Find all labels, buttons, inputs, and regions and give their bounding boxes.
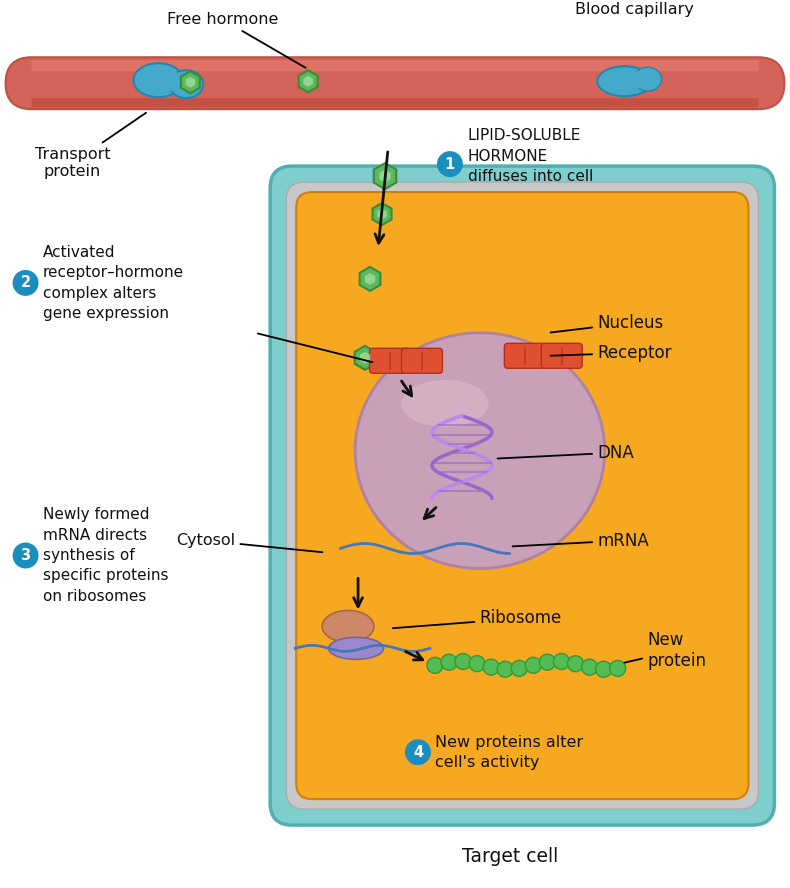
Text: DNA: DNA — [498, 444, 634, 462]
Circle shape — [13, 270, 39, 296]
Circle shape — [511, 661, 527, 677]
Text: Receptor: Receptor — [551, 344, 672, 361]
Ellipse shape — [401, 380, 488, 427]
FancyBboxPatch shape — [32, 99, 758, 107]
Ellipse shape — [597, 67, 652, 96]
Polygon shape — [379, 170, 390, 183]
Circle shape — [581, 659, 597, 675]
Ellipse shape — [634, 67, 661, 91]
Ellipse shape — [626, 71, 645, 89]
Circle shape — [525, 657, 541, 673]
Text: 3: 3 — [21, 548, 31, 563]
Text: 4: 4 — [413, 745, 423, 760]
Circle shape — [469, 655, 485, 671]
Polygon shape — [378, 209, 387, 219]
Circle shape — [483, 659, 499, 675]
Polygon shape — [303, 75, 313, 87]
Polygon shape — [365, 273, 375, 285]
Text: mRNA: mRNA — [513, 532, 649, 550]
FancyBboxPatch shape — [541, 344, 582, 369]
Circle shape — [455, 654, 471, 670]
FancyBboxPatch shape — [6, 57, 784, 109]
Circle shape — [405, 739, 431, 765]
Circle shape — [554, 654, 570, 670]
Circle shape — [13, 543, 39, 568]
Polygon shape — [355, 345, 375, 369]
Text: Free hormone: Free hormone — [167, 12, 306, 67]
Circle shape — [596, 662, 611, 678]
Ellipse shape — [355, 333, 604, 568]
FancyBboxPatch shape — [401, 348, 442, 373]
Ellipse shape — [322, 610, 374, 642]
Text: Transport
protein: Transport protein — [35, 113, 146, 179]
FancyBboxPatch shape — [370, 348, 411, 373]
Text: Activated
receptor–hormone
complex alters
gene expression: Activated receptor–hormone complex alter… — [43, 245, 183, 321]
FancyBboxPatch shape — [504, 344, 545, 369]
Text: Target cell: Target cell — [461, 846, 558, 866]
Text: LIPID-SOLUBLE
HORMONE
diffuses into cell: LIPID-SOLUBLE HORMONE diffuses into cell — [468, 128, 593, 184]
Circle shape — [441, 654, 457, 670]
Text: New proteins alter
cell's activity: New proteins alter cell's activity — [435, 734, 583, 770]
FancyBboxPatch shape — [270, 166, 774, 825]
Polygon shape — [359, 267, 381, 291]
Ellipse shape — [169, 70, 203, 99]
Circle shape — [610, 661, 626, 677]
Polygon shape — [181, 71, 200, 93]
Text: Newly formed
mRNA directs
synthesis of
specific proteins
on ribosomes: Newly formed mRNA directs synthesis of s… — [43, 507, 168, 604]
Text: Cytosol: Cytosol — [175, 533, 322, 552]
Ellipse shape — [134, 63, 183, 97]
Polygon shape — [360, 352, 371, 364]
Text: New
protein: New protein — [624, 631, 706, 670]
Circle shape — [427, 657, 443, 673]
Text: Ribosome: Ribosome — [393, 609, 562, 628]
Circle shape — [567, 655, 584, 671]
FancyBboxPatch shape — [286, 182, 758, 809]
Text: Blood capillary: Blood capillary — [575, 2, 694, 17]
Text: Nucleus: Nucleus — [551, 313, 664, 332]
Polygon shape — [374, 163, 397, 189]
FancyBboxPatch shape — [296, 192, 748, 799]
Text: 1: 1 — [445, 156, 455, 171]
Ellipse shape — [161, 71, 183, 91]
Polygon shape — [373, 203, 392, 225]
Polygon shape — [186, 76, 195, 88]
Circle shape — [540, 654, 555, 670]
Ellipse shape — [329, 638, 383, 660]
FancyBboxPatch shape — [32, 60, 758, 71]
Polygon shape — [299, 70, 318, 92]
Circle shape — [497, 662, 514, 678]
Text: 2: 2 — [21, 275, 31, 290]
Circle shape — [437, 151, 463, 177]
